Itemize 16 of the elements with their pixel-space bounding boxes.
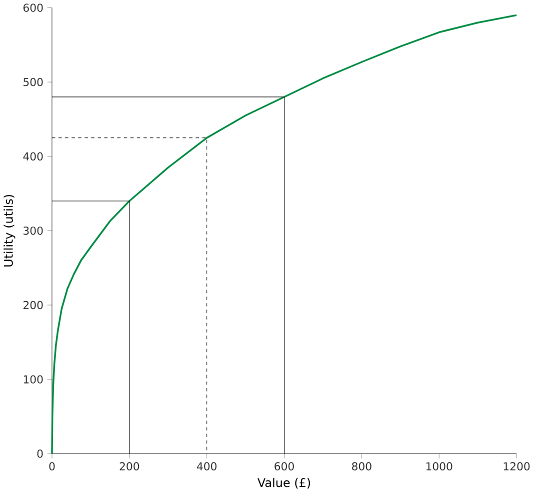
- x-tick-label: 400: [196, 462, 216, 470]
- y-tick-label: 600: [23, 4, 43, 12]
- x-tick-label: 1200: [504, 462, 530, 470]
- x-tick-label: 600: [274, 462, 294, 470]
- y-tick-label: 100: [24, 375, 43, 384]
- x-tick-label: 0: [49, 462, 55, 470]
- y-tick-label: 300: [24, 226, 43, 235]
- x-axis-title: Value (£): [258, 478, 310, 488]
- y-tick-label: 400: [23, 152, 43, 160]
- y-tick-label: 200: [24, 300, 43, 310]
- y-tick-label: 0: [37, 449, 43, 458]
- y-axis-title: Utility (utils): [4, 194, 16, 266]
- x-tick-label: 1000: [426, 462, 452, 470]
- x-tick-label: 800: [352, 462, 372, 470]
- x-tick-label: 200: [120, 462, 140, 470]
- y-tick-label: 500: [24, 78, 43, 86]
